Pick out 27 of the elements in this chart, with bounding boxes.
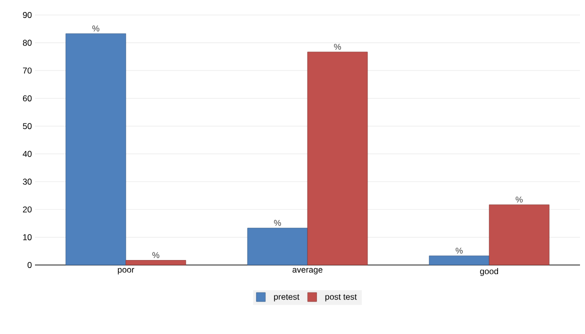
y-tick-label: 20 bbox=[22, 206, 32, 212]
x-tick-label: poor bbox=[118, 268, 134, 274]
legend-label: pretest bbox=[274, 294, 300, 302]
y-tick-label: 70 bbox=[22, 68, 32, 74]
y-tick-label: 0 bbox=[28, 262, 32, 268]
y-tick-label: 40 bbox=[22, 150, 32, 157]
data-label: % bbox=[334, 44, 341, 50]
y-tick-label: 80 bbox=[22, 40, 32, 46]
legend-label: post test bbox=[325, 294, 357, 302]
data-label: % bbox=[456, 248, 463, 254]
bar bbox=[66, 33, 126, 266]
y-tick-label: 90 bbox=[22, 12, 32, 18]
y-tick-label: 10 bbox=[23, 234, 32, 240]
x-tick-label: good bbox=[480, 268, 498, 276]
bar bbox=[488, 204, 550, 266]
bar bbox=[247, 228, 308, 266]
bar bbox=[307, 52, 368, 266]
data-label: % bbox=[92, 25, 100, 32]
y-tick-label: 30 bbox=[22, 178, 32, 185]
data-label: % bbox=[152, 252, 160, 258]
x-tick-label: average bbox=[292, 268, 322, 274]
y-tick-label: 50 bbox=[22, 123, 32, 130]
y-tick-label: 60 bbox=[22, 95, 32, 102]
bar bbox=[126, 260, 186, 266]
data-label: % bbox=[516, 196, 523, 203]
bar bbox=[428, 256, 490, 266]
data-label: % bbox=[274, 220, 281, 226]
